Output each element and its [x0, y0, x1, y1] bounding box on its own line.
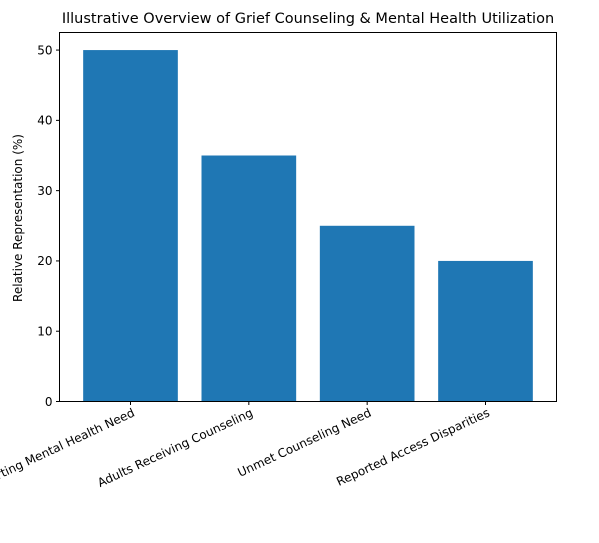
- y-tick-label: 40: [37, 114, 52, 128]
- y-tick-label: 20: [37, 254, 52, 268]
- x-tick-label: Adults Reporting Mental Health Need: [0, 406, 137, 513]
- y-tick-label: 30: [37, 184, 52, 198]
- bar-4: [438, 260, 533, 402]
- y-axis-label: Relative Representation (%): [11, 134, 25, 302]
- chart-title: Illustrative Overview of Grief Counselin…: [62, 11, 554, 27]
- bar-2: [201, 155, 297, 402]
- x-axis-ticks: Adults Reporting Mental Health NeedAdult…: [0, 401, 492, 513]
- y-tick-label: 10: [37, 325, 52, 339]
- y-tick-label: 0: [45, 395, 53, 409]
- bars-group: [83, 50, 533, 402]
- plot-frame: [59, 32, 557, 402]
- bar-1: [83, 50, 178, 402]
- bar-3: [319, 225, 415, 402]
- y-tick-label: 50: [37, 43, 52, 57]
- y-axis-ticks: 0 10 20 30 40 50: [37, 43, 60, 409]
